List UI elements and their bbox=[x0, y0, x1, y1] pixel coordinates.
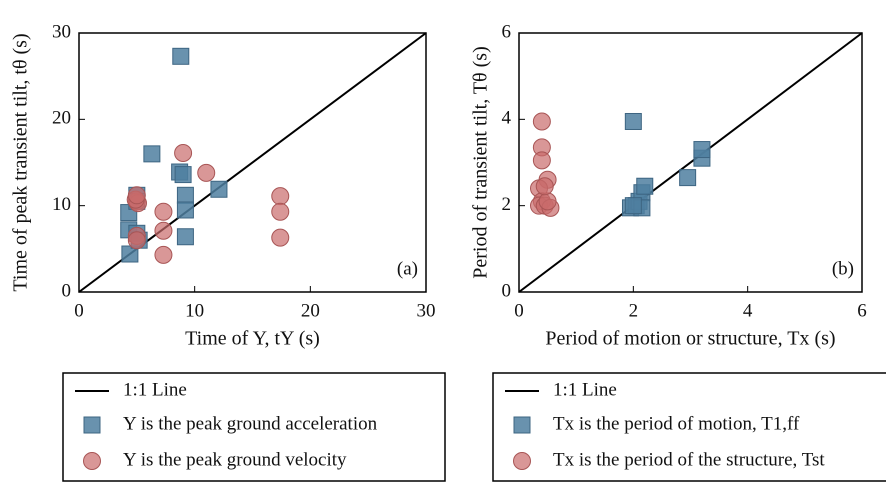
square-marker bbox=[172, 47, 190, 65]
y-tick-label: 2 bbox=[502, 194, 512, 215]
x-axis-label: Period of motion or structure, Tx (s) bbox=[545, 328, 835, 350]
legend-label: 1:1 Line bbox=[553, 379, 617, 400]
circle-marker bbox=[154, 245, 173, 264]
panel-annotation: (a) bbox=[397, 258, 418, 279]
panel-annotation: (b) bbox=[832, 258, 854, 279]
circle-marker bbox=[271, 202, 290, 221]
x-tick-label: 2 bbox=[629, 300, 639, 321]
circle-marker bbox=[127, 231, 146, 250]
x-tick-label: 0 bbox=[74, 300, 84, 321]
legend-label: Y is the peak ground velocity bbox=[123, 449, 347, 470]
y-axis-label: Period of transient tilt, Tθ (s) bbox=[470, 46, 492, 279]
circle-marker bbox=[532, 112, 551, 131]
circle-marker bbox=[174, 144, 193, 163]
circle-marker bbox=[271, 187, 290, 206]
x-tick-label: 10 bbox=[185, 300, 204, 321]
legend-label: Tx is the period of motion, T1,ff bbox=[553, 413, 800, 434]
legend-label: Tx is the period of the structure, Tst bbox=[553, 449, 825, 470]
square-marker bbox=[624, 197, 642, 215]
legend-label: 1:1 Line bbox=[123, 379, 187, 400]
circle-marker bbox=[535, 177, 554, 196]
legend-box bbox=[492, 372, 886, 482]
square-marker bbox=[693, 141, 711, 159]
circle-marker bbox=[538, 192, 557, 211]
square-marker bbox=[176, 186, 194, 204]
plot-frame bbox=[78, 32, 427, 293]
y-axis-label: Time of peak transient tilt, tθ (s) bbox=[10, 33, 32, 291]
square-marker bbox=[636, 177, 654, 195]
square-marker bbox=[679, 169, 697, 187]
y-tick-label: 30 bbox=[52, 21, 71, 42]
square-marker bbox=[176, 201, 194, 219]
square-marker bbox=[624, 112, 642, 130]
y-tick-label: 4 bbox=[502, 108, 512, 129]
y-tick-label: 20 bbox=[52, 108, 71, 129]
x-tick-label: 6 bbox=[857, 300, 867, 321]
circle-marker bbox=[513, 452, 531, 470]
circle-marker bbox=[197, 163, 216, 182]
circle-marker bbox=[154, 221, 173, 240]
x-tick-label: 30 bbox=[417, 300, 436, 321]
x-tick-label: 0 bbox=[514, 300, 524, 321]
y-tick-label: 6 bbox=[502, 21, 512, 42]
x-tick-label: 4 bbox=[743, 300, 753, 321]
square-marker bbox=[143, 145, 161, 163]
reference-line bbox=[518, 32, 863, 293]
x-axis-label: Time of Y, tY (s) bbox=[185, 328, 320, 350]
circle-marker bbox=[127, 186, 146, 205]
legend-label: Y is the peak ground acceleration bbox=[123, 413, 378, 434]
square-marker bbox=[174, 166, 192, 184]
circle-marker bbox=[532, 151, 551, 170]
y-tick-label: 0 bbox=[62, 280, 72, 301]
circle-marker bbox=[271, 228, 290, 247]
y-tick-label: 10 bbox=[52, 194, 71, 215]
square-marker bbox=[83, 416, 101, 434]
square-marker bbox=[513, 416, 531, 434]
square-marker bbox=[210, 180, 228, 198]
plot-frame bbox=[518, 32, 863, 293]
x-tick-label: 20 bbox=[301, 300, 320, 321]
legend-box bbox=[62, 372, 446, 482]
y-tick-label: 0 bbox=[502, 280, 512, 301]
panel: 0 10 20 30 0 10 20 30 (a) Time of Y, tY (s) Time o… bbox=[10, 21, 446, 482]
square-marker bbox=[121, 245, 139, 263]
square-marker bbox=[176, 228, 194, 246]
circle-marker bbox=[83, 452, 101, 470]
circle-marker bbox=[154, 202, 173, 221]
